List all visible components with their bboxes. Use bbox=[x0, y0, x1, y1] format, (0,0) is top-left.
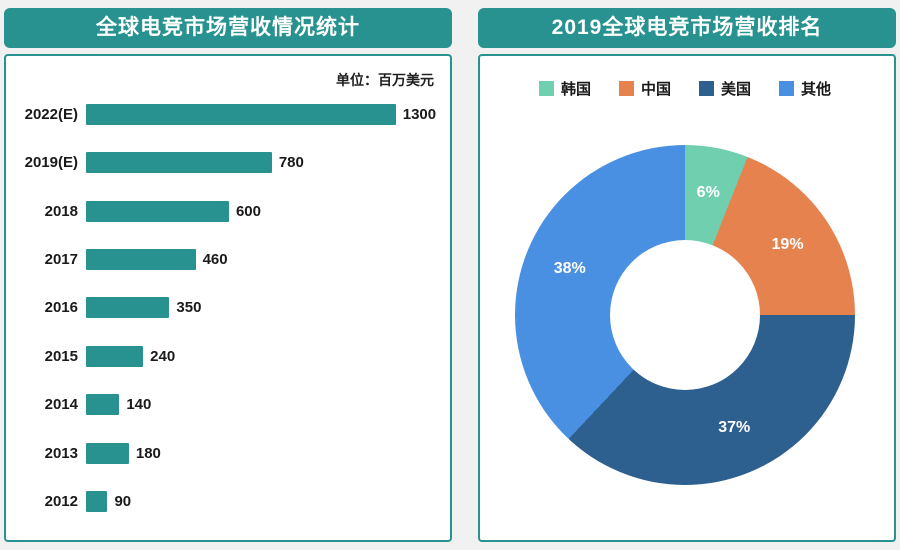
bar bbox=[86, 491, 108, 513]
bar-row: 2012 90 bbox=[14, 491, 438, 513]
legend-swatch bbox=[699, 81, 714, 96]
bar-category-label: 2012 bbox=[44, 493, 78, 511]
bar bbox=[86, 297, 170, 319]
legend-swatch bbox=[779, 81, 795, 96]
bar bbox=[86, 249, 196, 271]
donut-hole bbox=[610, 239, 760, 390]
donut-chart-panel: 2019全球电竞市场营收排名 韩国 中国 美国 其他 6% 19% 37% 38% bbox=[478, 8, 896, 542]
bar bbox=[86, 442, 129, 464]
bar-category-label: 2018 bbox=[44, 202, 78, 220]
legend-label: 韩国 bbox=[560, 81, 591, 98]
slice-percent-label: 19% bbox=[771, 235, 804, 253]
bar-track: 780 bbox=[86, 152, 438, 174]
bar-value-label: 600 bbox=[235, 202, 261, 220]
legend-item: 美国 bbox=[699, 78, 751, 99]
bar-category-label: 2013 bbox=[44, 444, 78, 462]
legend-label: 其他 bbox=[801, 81, 832, 98]
bar-row: 2022(E) 1300 bbox=[14, 103, 438, 125]
legend-label: 中国 bbox=[640, 81, 671, 98]
legend-item: 韩国 bbox=[538, 78, 591, 99]
slice-percent-label: 37% bbox=[718, 419, 751, 437]
bar-track: 140 bbox=[86, 394, 438, 416]
bar-row: 2013 180 bbox=[14, 442, 438, 464]
bar-value-label: 1300 bbox=[402, 105, 437, 123]
bar-category-label: 2015 bbox=[44, 347, 78, 365]
bar bbox=[86, 345, 144, 367]
donut-chart: 6% 19% 37% 38% bbox=[515, 144, 855, 485]
bar-track: 600 bbox=[86, 200, 438, 222]
slice-percent-label: 6% bbox=[696, 183, 720, 201]
bar-row: 2019(E) 780 bbox=[14, 152, 438, 174]
donut-chart-title: 2019全球电竞市场营收排名 bbox=[478, 8, 896, 48]
bar bbox=[86, 103, 396, 125]
bar bbox=[86, 394, 120, 416]
legend-label: 美国 bbox=[721, 81, 752, 98]
bar-track: 90 bbox=[86, 491, 438, 513]
bar bbox=[86, 200, 229, 222]
legend-item: 中国 bbox=[618, 78, 671, 99]
bar-chart: 2022(E) 1300 2019(E) 780 2018 600 2017 460 2016 3… bbox=[14, 90, 438, 530]
bar-value-label: 90 bbox=[114, 493, 132, 511]
bar-value-label: 140 bbox=[126, 396, 152, 414]
legend-swatch bbox=[538, 81, 554, 96]
bar-row: 2017 460 bbox=[14, 249, 438, 271]
bar-value-label: 180 bbox=[135, 444, 161, 462]
bar-row: 2015 240 bbox=[14, 345, 438, 367]
bar-row: 2016 350 bbox=[14, 297, 438, 319]
bar-value-label: 350 bbox=[176, 299, 202, 317]
bar-chart-panel: 全球电竞市场营收情况统计 单位：百万美元 2022(E) 1300 2019(E) 7… bbox=[4, 8, 452, 542]
legend-item: 其他 bbox=[779, 78, 831, 99]
bar-track: 240 bbox=[86, 345, 438, 367]
bar-track: 1300 bbox=[86, 103, 438, 125]
bar-category-label: 2014 bbox=[44, 396, 78, 414]
donut-wrap: 6% 19% 37% 38% bbox=[488, 99, 882, 530]
bar-track: 460 bbox=[86, 249, 438, 271]
bar-category-label: 2016 bbox=[44, 299, 78, 317]
donut-chart-body: 韩国 中国 美国 其他 6% 19% 37% 38% bbox=[478, 54, 896, 542]
bar-category-label: 2017 bbox=[44, 251, 78, 269]
bar-category-label: 2019(E) bbox=[24, 154, 78, 172]
unit-label: 单位：百万美元 bbox=[336, 72, 434, 88]
bar bbox=[86, 152, 272, 174]
bar-track: 180 bbox=[86, 442, 438, 464]
bar-row: 2014 140 bbox=[14, 394, 438, 416]
bar-category-label: 2022(E) bbox=[24, 105, 78, 123]
bar-row: 2018 600 bbox=[14, 200, 438, 222]
legend: 韩国 中国 美国 其他 bbox=[488, 78, 882, 99]
bar-value-label: 780 bbox=[278, 154, 304, 172]
bar-value-label: 240 bbox=[150, 347, 176, 365]
bar-chart-title: 全球电竞市场营收情况统计 bbox=[4, 8, 452, 48]
legend-swatch bbox=[618, 81, 634, 96]
bar-chart-body: 单位：百万美元 2022(E) 1300 2019(E) 780 2018 600 2017… bbox=[4, 54, 452, 542]
slice-percent-label: 38% bbox=[553, 259, 586, 277]
bar-track: 350 bbox=[86, 297, 438, 319]
bar-value-label: 460 bbox=[202, 251, 228, 269]
